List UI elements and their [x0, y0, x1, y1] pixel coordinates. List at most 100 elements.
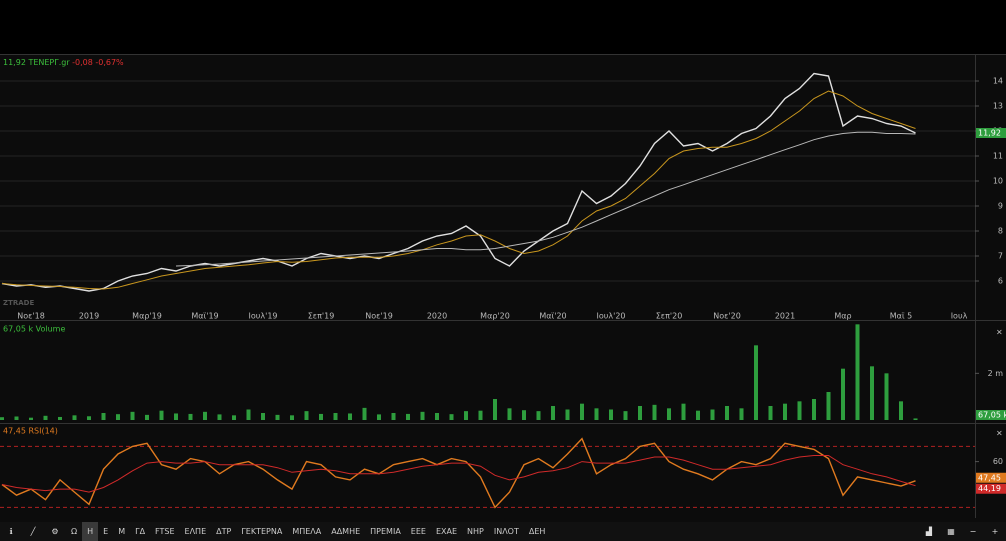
x-tick-label: Νοε'20	[713, 312, 741, 321]
toolbar-button[interactable]: Ω	[71, 527, 78, 536]
volume-bar	[319, 413, 323, 420]
volume-bar	[72, 415, 77, 420]
volume-bar	[246, 409, 251, 420]
x-tick-label: Μαρ	[834, 312, 851, 321]
y-tick-label: 8	[998, 227, 1003, 236]
x-tick-label: Σεπ'19	[308, 312, 335, 321]
symbol: 11,92 ΤΕΝΕΡΓ.gr	[3, 58, 70, 67]
last-value-tag-bg	[976, 410, 1006, 420]
y-tick-label: 2 m	[988, 369, 1004, 378]
y-tick-label: 13	[993, 102, 1003, 111]
volume-bar	[681, 403, 686, 420]
y-tick-label: 6	[998, 277, 1003, 286]
volume-bar	[913, 418, 918, 420]
settings-icon[interactable]: ⚙	[51, 527, 59, 536]
toolbar-button[interactable]: ΑΔΜΗΕ	[331, 527, 361, 536]
change: -0,08 -0,67%	[72, 58, 124, 67]
zoom-out[interactable]: −	[969, 527, 977, 536]
volume-bar	[159, 410, 164, 420]
volume-bar	[594, 408, 599, 420]
toolbar-button[interactable]: ΓΔ	[135, 527, 146, 536]
toolbar-button[interactable]: FTSE	[155, 527, 175, 536]
x-tick-label: Ιουλ'20	[597, 312, 626, 321]
volume-bar	[362, 407, 367, 420]
volume-bar	[261, 413, 265, 420]
volume-bar	[638, 406, 642, 420]
close-button[interactable]: ×	[996, 429, 1003, 438]
x-tick-label: 2019	[79, 312, 99, 321]
volume-bar	[58, 416, 62, 420]
volume-header: 67,05 k Volume	[3, 325, 65, 334]
draw-icon[interactable]: ╱	[30, 527, 36, 536]
volume-bar	[333, 413, 338, 420]
volume-bar	[609, 409, 613, 420]
rsi-header: 47,45 RSI(14)	[3, 427, 58, 436]
y-tick-label: 9	[998, 202, 1003, 211]
series-line	[1, 437, 916, 509]
toolbar-button[interactable]: ΔΕΗ	[528, 527, 546, 536]
toolbar-button[interactable]: ΕΕΕ	[410, 527, 426, 536]
toolbar-button[interactable]: ΙΝΛΟΤ	[493, 527, 519, 536]
volume-bar	[406, 413, 410, 420]
volume-bar	[0, 417, 4, 420]
toolbar-button[interactable]: ΜΠΕΛΑ	[292, 527, 322, 536]
last-value-tag: 11,92	[978, 129, 1001, 138]
volume-bar	[725, 406, 729, 420]
last-value-tag: 67,05 k	[978, 411, 1006, 420]
volume-bar	[652, 404, 657, 420]
toolbar-button[interactable]: Μ	[118, 527, 126, 536]
toolbar-button[interactable]: ΕΛΠΕ	[184, 527, 207, 536]
top-bar	[0, 0, 1006, 54]
price-header: 11,92 ΤΕΝΕΡΓ.gr -0,08 -0,67%	[3, 58, 124, 67]
toolbar-button[interactable]: ΠΡΕΜΙΑ	[370, 527, 401, 536]
volume-bar	[696, 410, 700, 420]
last-value-tag: 47,45	[978, 473, 1001, 482]
volume-bar	[580, 403, 584, 420]
volume-bar	[710, 409, 715, 420]
volume-bar	[435, 413, 439, 420]
toolbar-button[interactable]: ΔΤΡ	[216, 527, 232, 536]
info-icon[interactable]: ℹ	[9, 527, 13, 536]
series-line	[175, 131, 916, 267]
chart-type-icon[interactable]: ▟	[925, 527, 933, 536]
x-tick-label: 2020	[427, 312, 447, 321]
period-buttons: Ω Η Ε Μ ΓΔ FTSE ΕΛΠΕ ΔΤΡ ΓΕΚΤΕΡΝΑ ΜΠΕΛΑ ΑΔΜΗΕ ΠΡΕΜΙ…	[66, 522, 550, 541]
volume-bar	[493, 399, 497, 420]
toolbar-button[interactable]: Ε	[103, 527, 109, 536]
x-tick-label: Μαϊ'19	[191, 312, 218, 321]
volume-bar	[174, 413, 178, 420]
volume-bar	[507, 408, 512, 420]
volume-bar	[391, 413, 396, 420]
volume-bar	[841, 368, 845, 420]
x-tick-label: 2021	[775, 312, 795, 321]
layout-icon[interactable]: ▦	[947, 527, 955, 536]
toolbar-button[interactable]: ΓΕΚΤΕΡΝΑ	[241, 527, 283, 536]
toolbar-button[interactable]: ΕΧΑΕ	[435, 527, 458, 536]
volume-bar	[145, 414, 149, 420]
volume-bar	[377, 414, 381, 420]
toolbar-button[interactable]: Η	[82, 522, 99, 541]
x-tick-label: Ιουλ	[951, 312, 968, 321]
volume-bar	[290, 415, 294, 420]
toolbar-button[interactable]: ΝΗΡ	[467, 527, 484, 536]
zoom-in[interactable]: +	[991, 527, 999, 536]
volume-bar	[899, 401, 903, 420]
x-tick-label: Μαϊ 5	[890, 312, 913, 321]
volume-bar	[130, 411, 135, 420]
series-line	[1, 90, 916, 290]
volume-bar	[449, 414, 454, 420]
x-tick-label: Σεπ'20	[656, 312, 683, 321]
chart-bg	[0, 54, 1006, 522]
close-button[interactable]: ×	[996, 328, 1003, 337]
volume-bar	[812, 399, 816, 420]
last-value-tag-bg	[976, 472, 1006, 483]
last-value-tag-bg	[976, 128, 1006, 138]
volume-bar	[870, 366, 874, 420]
volume-bar	[855, 324, 860, 420]
volume-bar	[232, 415, 236, 420]
last-value-tag-bg	[976, 483, 1006, 494]
last-value-tag: 44,19	[978, 484, 1001, 493]
volume-bar	[304, 411, 309, 420]
volume-bar	[348, 413, 352, 420]
